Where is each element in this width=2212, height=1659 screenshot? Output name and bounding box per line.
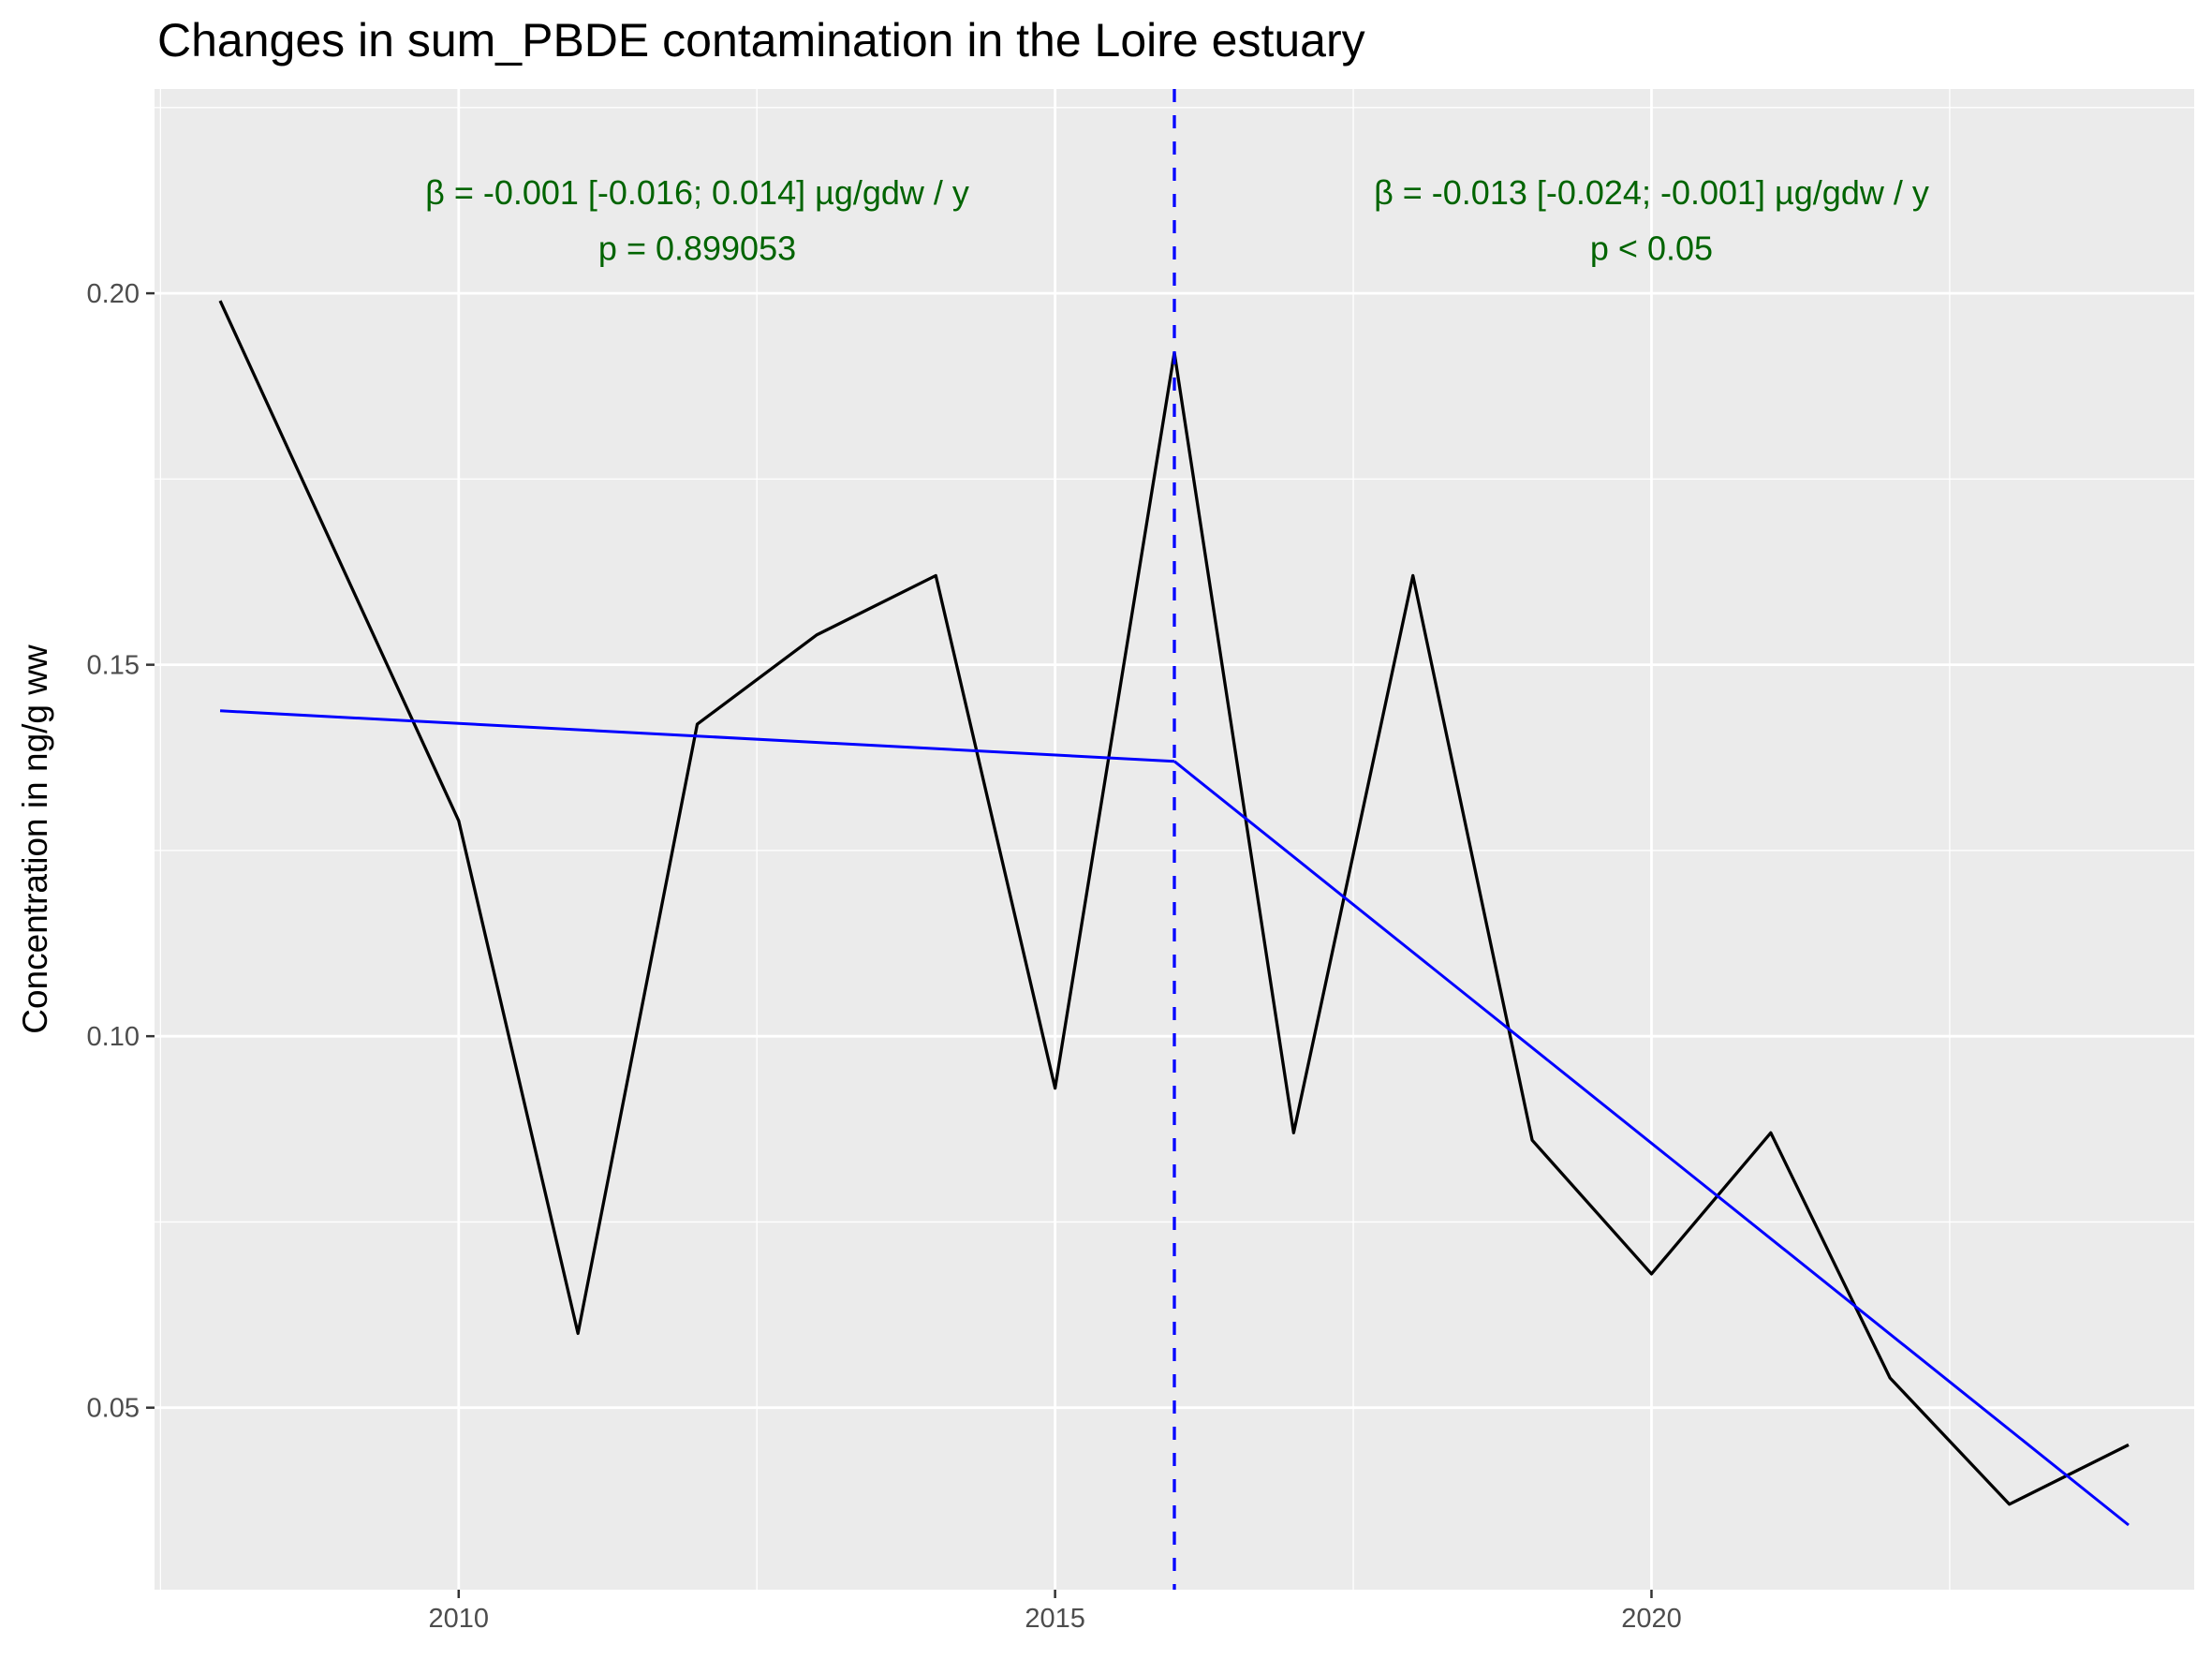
annotation-text: β = -0.001 [-0.016; 0.014] µg/gdw / y	[425, 173, 969, 212]
annotation-text: p = 0.899053	[598, 230, 796, 268]
y-axis-title: Concentration in ng/g ww	[16, 644, 54, 1034]
y-tick-label: 0.20	[87, 279, 140, 309]
trend-layer	[219, 89, 2130, 1590]
y-tick-label: 0.15	[87, 651, 140, 681]
axis-ticks	[146, 291, 1653, 1598]
y-tick-label: 0.05	[87, 1394, 140, 1424]
annotation-layer: β = -0.001 [-0.016; 0.014] µg/gdw / y p =…	[425, 173, 1929, 267]
series-layer	[218, 300, 2130, 1506]
trend-segment-line	[1173, 760, 2130, 1527]
plot-panel	[155, 89, 2194, 1590]
annotation-text: β = -0.013 [-0.024; -0.001] µg/gdw / y	[1374, 173, 1929, 212]
x-tick-label: 2020	[1621, 1604, 1682, 1634]
chart-title: Changes in sum_PBDE contamination in the…	[157, 14, 1365, 67]
x-tick-label: 2015	[1025, 1604, 1085, 1634]
data-series-line	[218, 300, 2130, 1506]
annotation-text: p < 0.05	[1590, 230, 1713, 268]
tick-labels: 2010 2015 2020 0.05 0.10 0.15 0.20	[87, 279, 1682, 1634]
trend-segment-line	[219, 709, 1175, 763]
y-tick-label: 0.10	[87, 1022, 140, 1052]
x-tick-label: 2010	[429, 1604, 490, 1634]
